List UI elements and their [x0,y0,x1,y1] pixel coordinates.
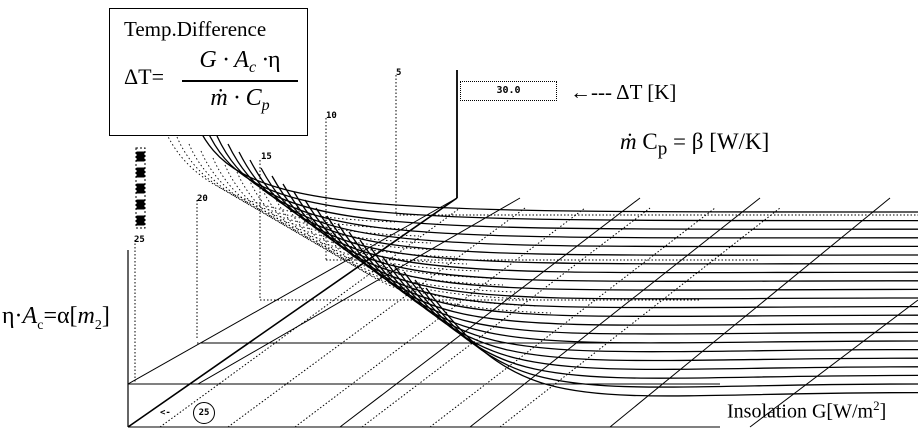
ghost-curve [272,192,504,286]
formula-denominator: ṁ · Cp [210,85,270,114]
surface-curve [315,207,918,309]
ghost-curve [260,185,492,279]
surface-curve [370,247,918,353]
floor-diagonal [339,197,641,428]
surface-curve [414,279,918,388]
surface-curve [205,127,918,222]
ghost-curve [212,157,444,251]
formula-title: Temp.Difference [124,17,267,41]
surface-curve [216,135,918,230]
depth-gridline [294,207,586,428]
circled-value: 25 [193,402,215,424]
surface-curve [194,119,918,213]
depth-grid [134,75,918,428]
surface-curves [194,119,918,397]
depth-gridline [159,207,461,428]
ghost-curve [236,171,468,265]
delta-t-readout: 30.0 [460,81,557,101]
floor-diagonal [749,299,918,428]
surface-curve [403,271,918,379]
surface-curve [392,263,918,370]
ghost-curve [296,206,528,300]
surface-curve [227,143,918,239]
surface-curve [348,231,918,335]
beta-tick-15: 15 [261,152,272,162]
slider-notch [136,151,145,162]
depth-gridline [361,207,651,428]
surface-curve [260,167,918,265]
formula-numerator: G · Ac ·η [199,47,281,76]
surface-curve [381,255,918,362]
surface-curve [337,223,918,326]
ghost-curve [188,143,420,237]
surface-curve [326,215,918,318]
beta-tick-25: 25 [134,235,145,245]
alpha-slider[interactable] [135,147,146,229]
surface-curve [293,191,918,291]
arrow-marker: <- [160,408,171,418]
surface-curve [249,159,918,256]
delta-t-label: ←--- ΔT [K] [570,80,677,104]
slider-notch [136,215,145,226]
ghost-curve [320,220,552,314]
insolation-label: Insolation G[W/m2] [727,398,887,423]
surface-curve [271,175,918,274]
floor-diagonal [609,197,891,428]
beta-axis [127,197,458,428]
beta-label: ṁ Cp = β [W/K] [620,129,770,160]
floor-diagonal [197,197,521,385]
ghost-curve [248,178,480,272]
beta-tick-10: 10 [326,111,337,121]
beta-tick-20: 20 [197,194,208,204]
ghost-curve [200,150,432,244]
ghost-curves [164,129,552,314]
depth-gridline [429,207,716,428]
alpha-label: η·Ac=α[m2] [2,303,110,333]
slider-notch [136,183,145,194]
fraction-bar [182,80,298,82]
surface-curve [359,239,918,344]
floor-diagonal [469,197,761,428]
formula-box: Temp.Difference ΔT= G · Ac ·η ṁ · Cp [109,8,308,136]
slider-notch [136,167,145,178]
ghost-curve [164,129,396,223]
surface-curve [304,199,918,300]
formula-lhs: ΔT= [124,64,164,89]
surface-curve [425,287,918,397]
ghost-curve [284,199,516,293]
floor-grid [127,197,918,428]
slider-notch [136,199,145,210]
axes [127,70,458,428]
beta-tick-5: 5 [396,68,402,78]
ghost-curve [176,136,408,230]
surface-curve [282,183,918,283]
